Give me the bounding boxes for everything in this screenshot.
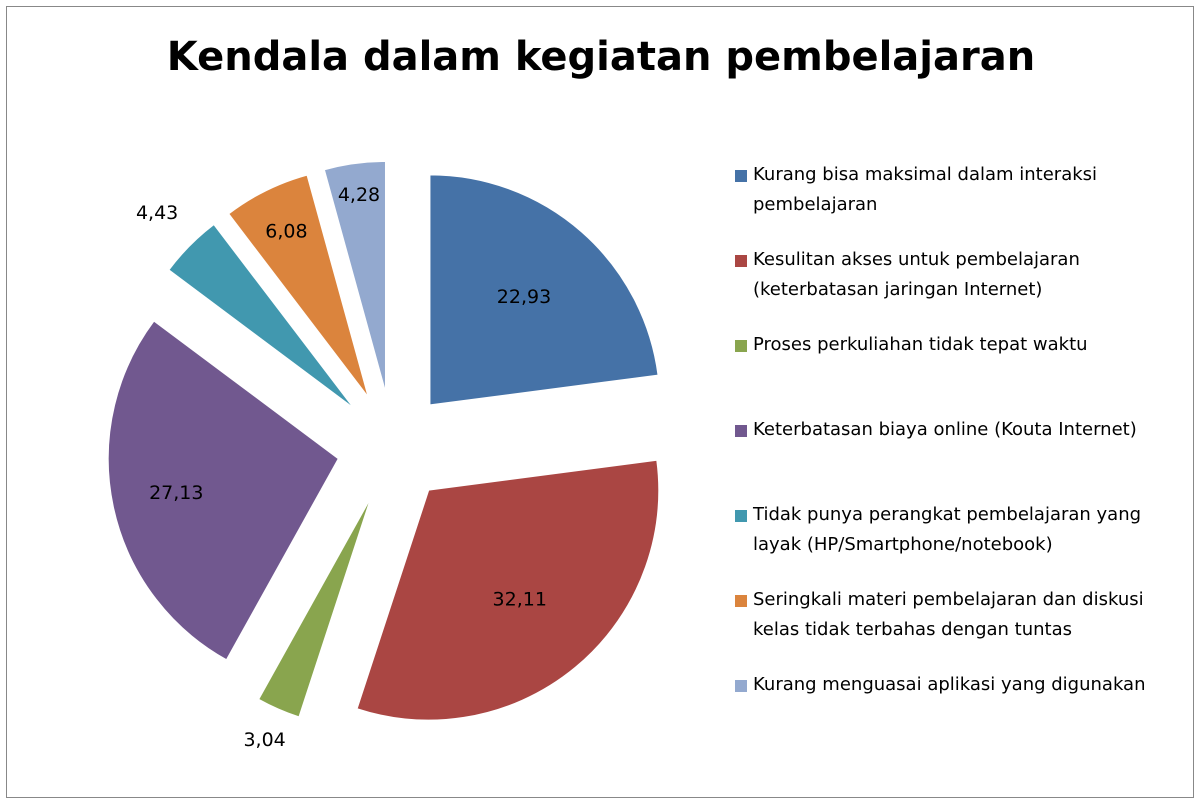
legend-swatch [735,510,747,522]
data-label: 3,04 [243,729,285,751]
legend-item: Tidak punya perangkat pembelajaran yang … [735,500,1175,585]
legend-item: Kurang bisa maksimal dalam interaksi pem… [735,160,1175,245]
legend-label: Kurang menguasai aplikasi yang digunakan [753,674,1146,695]
pie-slice [429,174,659,406]
legend-item: Kurang menguasai aplikasi yang digunakan [735,670,1175,755]
chart-frame [6,6,1194,798]
legend-label: Kurang bisa maksimal dalam interaksi pem… [753,164,1098,215]
legend-label: Proses perkuliahan tidak tepat waktu [753,334,1088,355]
pie-slice [228,174,369,398]
legend-item: Kesulitan akses untuk pembelajaran (kete… [735,245,1175,330]
data-label: 22,93 [497,286,551,308]
legend: Kurang bisa maksimal dalam interaksi pem… [735,160,1175,755]
data-label: 6,08 [265,220,307,242]
legend-item: Proses perkuliahan tidak tepat waktu [735,330,1175,415]
data-label: 4,28 [338,184,380,206]
legend-swatch [735,170,747,182]
chart-title: Kendala dalam kegiatan pembelajaran [166,34,1036,80]
legend-swatch [735,595,747,607]
legend-label: Kesulitan akses untuk pembelajaran (kete… [753,249,1080,300]
pie-slice [258,498,372,718]
legend-item: Keterbatasan biaya online (Kouta Interne… [735,415,1175,500]
pie-slice [107,320,339,661]
legend-label: Seringkali materi pembelajaran dan disku… [753,589,1144,640]
legend-item: Seringkali materi pembelajaran dan disku… [735,585,1175,670]
legend-swatch [735,255,747,267]
data-label: 32,11 [493,588,547,610]
pie-slice [168,223,354,408]
legend-label: Tidak punya perangkat pembelajaran yang … [753,504,1142,555]
data-label: 4,43 [136,202,178,224]
data-label: 27,13 [149,482,203,504]
pie-slice [323,161,386,392]
legend-swatch [735,425,747,437]
legend-swatch [735,340,747,352]
pie-slice [356,459,660,721]
legend-label: Keterbatasan biaya online (Kouta Interne… [753,419,1137,440]
legend-swatch [735,680,747,692]
